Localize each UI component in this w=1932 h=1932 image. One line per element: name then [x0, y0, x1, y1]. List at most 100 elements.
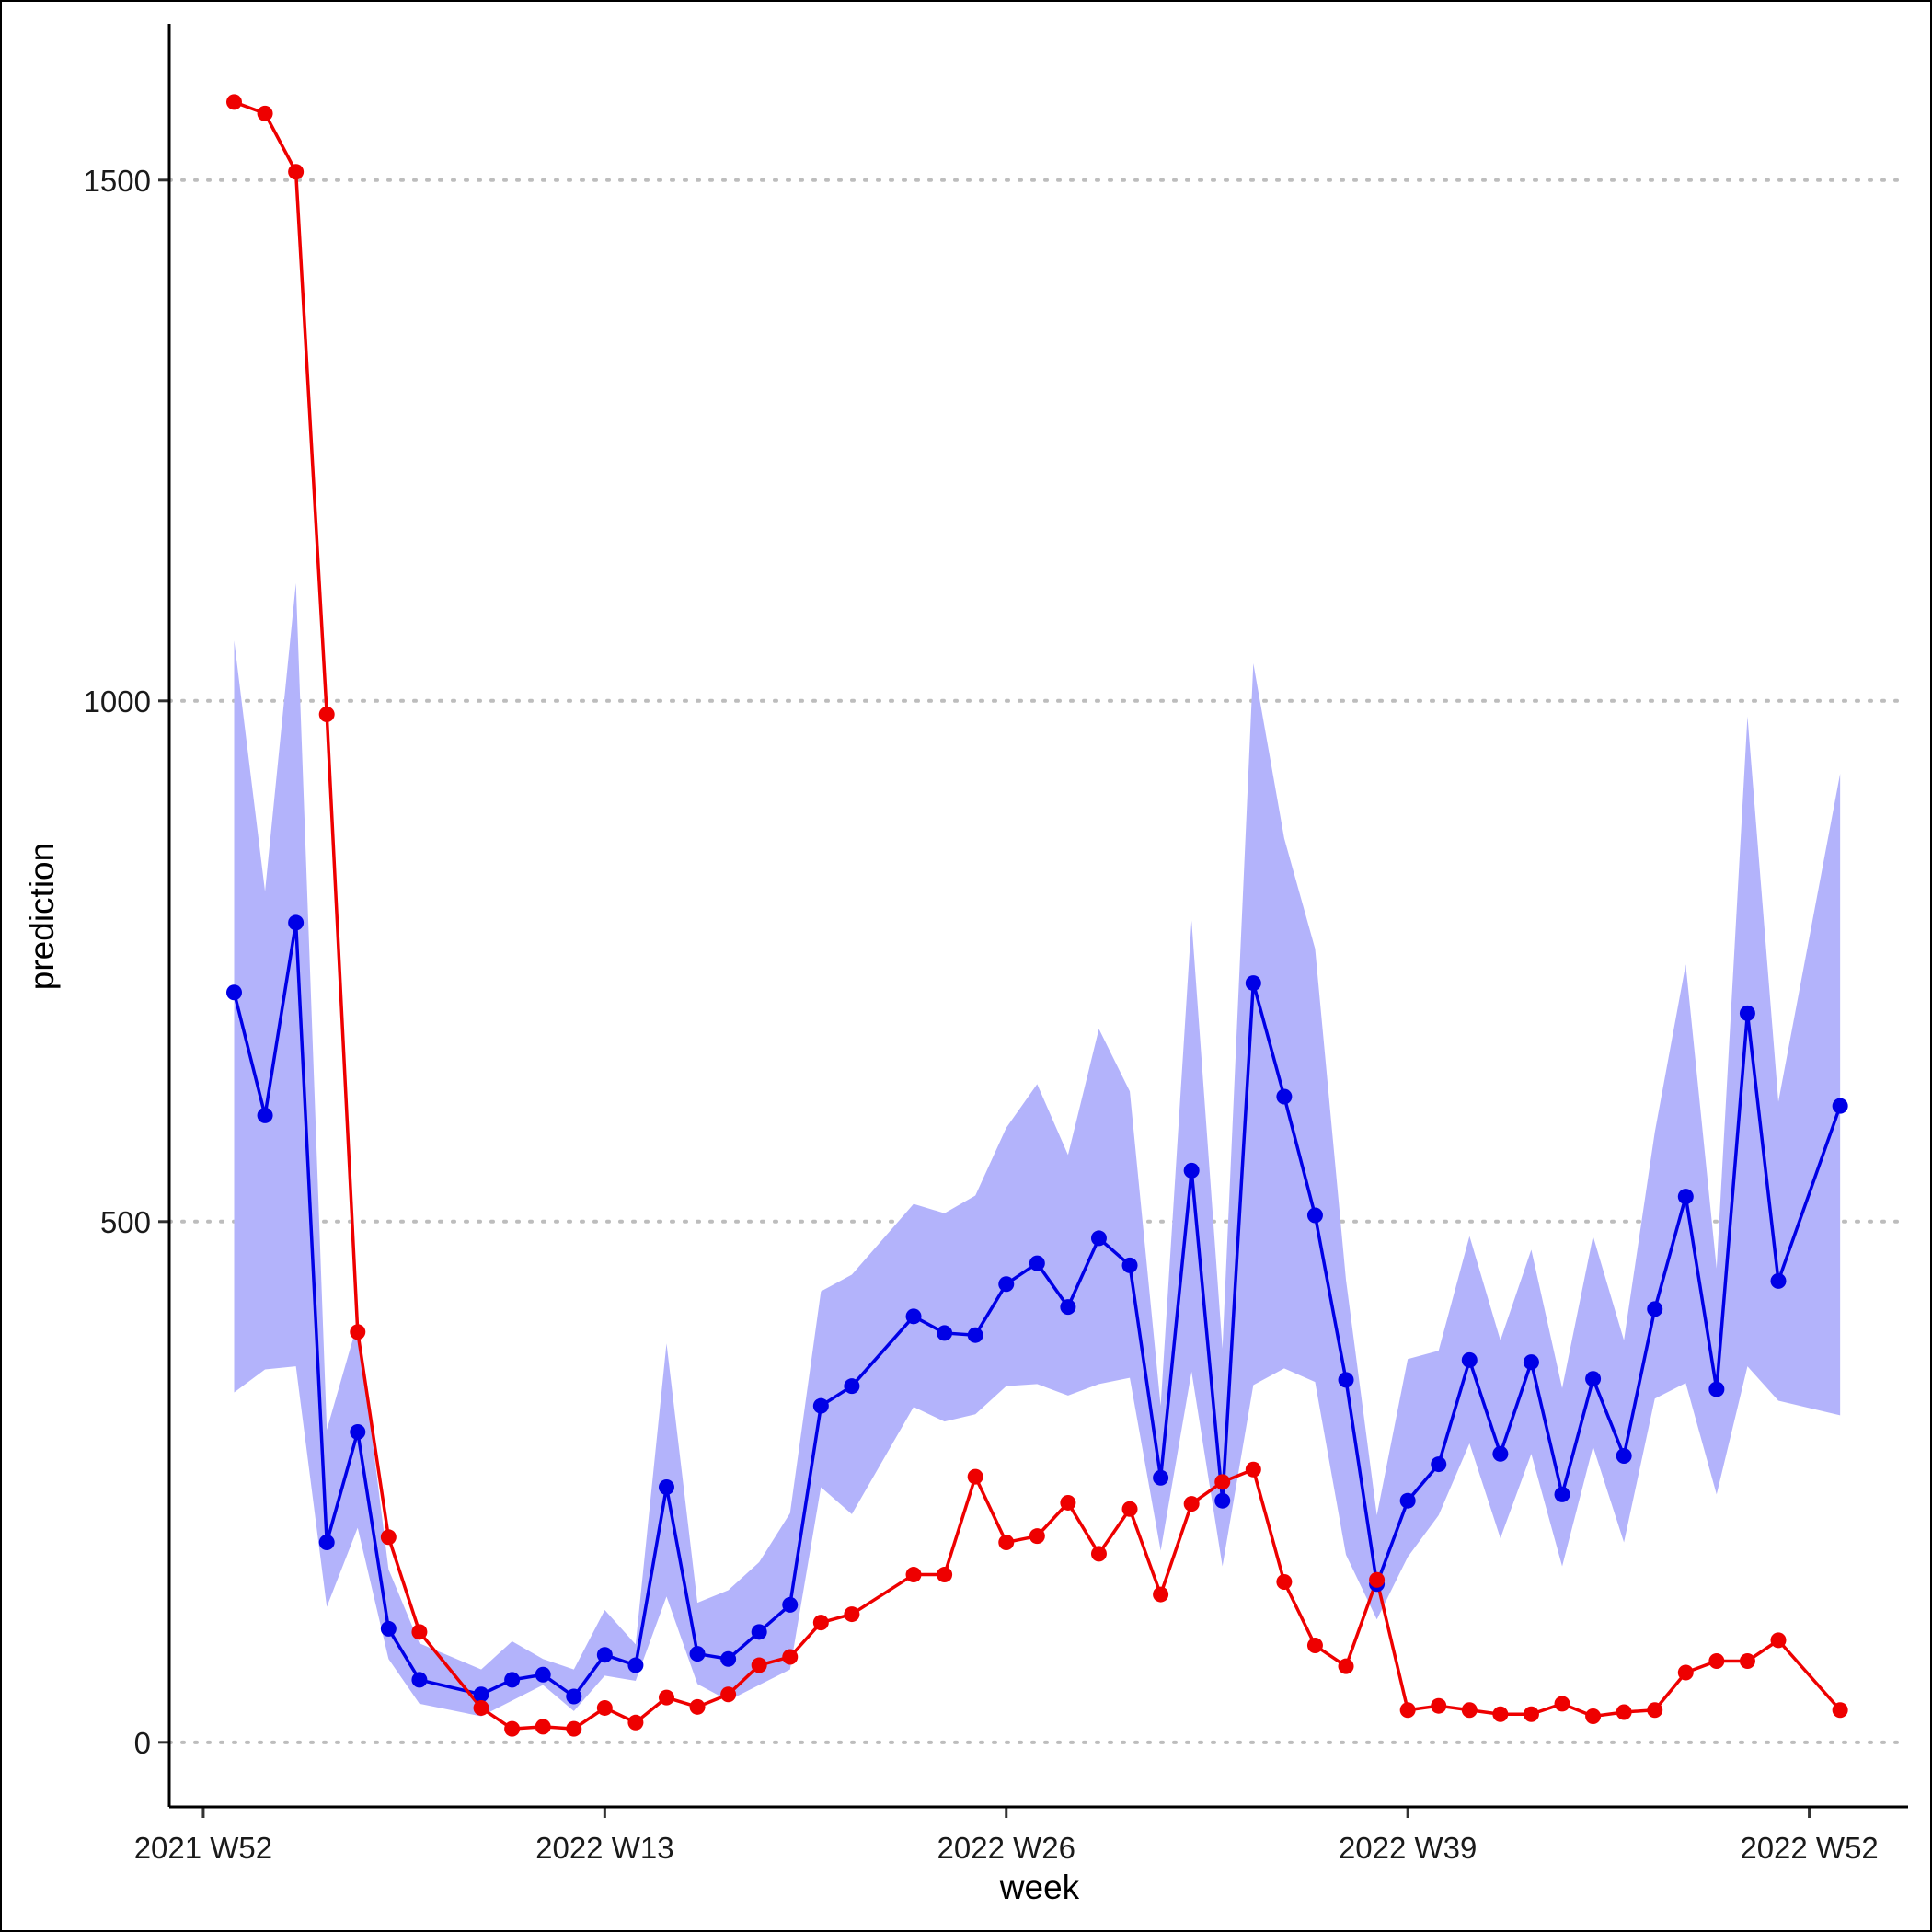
- series-1-point: [627, 1714, 644, 1731]
- series-1-point: [812, 1615, 829, 1631]
- series-0-point: [1306, 1207, 1323, 1224]
- series-0-point: [1121, 1257, 1138, 1273]
- series-1-point: [473, 1699, 489, 1716]
- series-0-point: [720, 1650, 737, 1667]
- series-0-point: [1276, 1088, 1293, 1105]
- series-1-point: [689, 1698, 706, 1715]
- series-0-point: [1060, 1299, 1076, 1316]
- series-1-point: [1770, 1632, 1787, 1649]
- series-0-point: [1523, 1354, 1539, 1371]
- series-1-point: [1431, 1697, 1447, 1714]
- series-0-point: [318, 1534, 335, 1550]
- series-1-point: [1585, 1708, 1602, 1725]
- series-0-point: [1338, 1372, 1354, 1388]
- series-0-point: [1554, 1486, 1570, 1502]
- series-1-point: [1276, 1573, 1293, 1590]
- series-1-point: [1338, 1658, 1354, 1674]
- series-0-point: [1183, 1162, 1200, 1179]
- series-0-point: [1245, 975, 1261, 992]
- series-1-point: [288, 164, 305, 180]
- line-layer: [232, 100, 1842, 1731]
- series-1-point: [998, 1534, 1015, 1550]
- series-0-point: [1492, 1445, 1509, 1462]
- series-0-point: [504, 1672, 521, 1688]
- series-1-point: [1306, 1638, 1323, 1654]
- series-1-point: [1647, 1702, 1663, 1719]
- series-1-point: [1369, 1571, 1386, 1588]
- series-1-point: [1523, 1706, 1539, 1722]
- series-1-point: [967, 1468, 983, 1485]
- series-0-point: [1090, 1230, 1107, 1247]
- series-0-point: [257, 1107, 273, 1123]
- series-0-point: [225, 984, 242, 1001]
- series-1-point: [1214, 1474, 1231, 1490]
- series-0-interval-band: [234, 582, 1841, 1717]
- series-1-line: [233, 100, 1842, 1731]
- series-0-point: [812, 1397, 829, 1414]
- series-0-point: [1708, 1381, 1725, 1397]
- series-1-point: [318, 707, 335, 723]
- series-0-point: [1677, 1189, 1694, 1205]
- series-0-point: [1153, 1469, 1169, 1486]
- series-1-point: [751, 1657, 767, 1673]
- series-1-point: [658, 1689, 674, 1706]
- series-0-point: [380, 1620, 397, 1637]
- series-1-point: [380, 1529, 397, 1546]
- series-1-point: [566, 1720, 582, 1737]
- series-0-point: [350, 1423, 366, 1440]
- series-0-point: [844, 1378, 860, 1395]
- series-0-point: [967, 1327, 983, 1343]
- series-1-point: [720, 1686, 737, 1703]
- series-0-point: [566, 1688, 582, 1705]
- series-1-point: [1461, 1702, 1478, 1719]
- series-1-point: [937, 1567, 953, 1583]
- series-0-point: [1399, 1492, 1416, 1509]
- x-tick-label-0: 2021 W52: [134, 1831, 272, 1865]
- y-axis-title: prediction: [23, 843, 61, 990]
- series-1-point: [1121, 1501, 1138, 1517]
- series-0-point: [1029, 1255, 1045, 1271]
- y-tick-label-0: 0: [134, 1726, 151, 1760]
- series-0-point: [596, 1647, 613, 1663]
- series-0-point: [658, 1478, 674, 1495]
- series-1-point: [596, 1699, 613, 1716]
- x-tick-label-1: 2022 W13: [535, 1831, 673, 1865]
- series-1-point: [1832, 1702, 1848, 1719]
- point-layer: [225, 94, 1848, 1737]
- series-0-point: [535, 1666, 551, 1683]
- series-0-point: [1739, 1005, 1755, 1021]
- series-0-point: [1585, 1371, 1602, 1387]
- series-0-point: [751, 1624, 767, 1640]
- y-tick-label-1000: 1000: [84, 684, 151, 719]
- series-0-point: [473, 1686, 489, 1703]
- series-1-point: [905, 1567, 922, 1583]
- x-tick-label-4: 2022 W52: [1740, 1831, 1878, 1865]
- series-0-point: [1770, 1272, 1787, 1289]
- band-layer: [234, 582, 1841, 1717]
- series-0-point: [1214, 1492, 1231, 1509]
- series-1-point: [1677, 1664, 1694, 1681]
- series-1-point: [411, 1624, 428, 1640]
- x-tick-label-2: 2022 W26: [937, 1831, 1075, 1865]
- series-0-point: [998, 1276, 1015, 1293]
- series-1-point: [1029, 1528, 1045, 1545]
- series-0-point: [782, 1596, 799, 1613]
- series-1-point: [1153, 1586, 1169, 1603]
- series-0-point: [689, 1646, 706, 1662]
- series-1-point: [1399, 1702, 1416, 1719]
- series-1-point: [535, 1719, 551, 1735]
- x-axis-title: week: [999, 1869, 1080, 1906]
- series-1-point: [1245, 1461, 1261, 1478]
- series-1-point: [1090, 1546, 1107, 1562]
- series-0-point: [1431, 1456, 1447, 1473]
- series-0-point: [1616, 1448, 1632, 1465]
- series-0-point: [1832, 1098, 1848, 1114]
- series-1-point: [1739, 1653, 1755, 1670]
- series-1-point: [1183, 1496, 1200, 1512]
- series-0-point: [411, 1672, 428, 1688]
- series-0-point: [627, 1657, 644, 1673]
- series-1-point: [1616, 1704, 1632, 1720]
- series-1-point: [782, 1649, 799, 1665]
- series-1-point: [225, 94, 242, 110]
- series-0-point: [1461, 1351, 1478, 1368]
